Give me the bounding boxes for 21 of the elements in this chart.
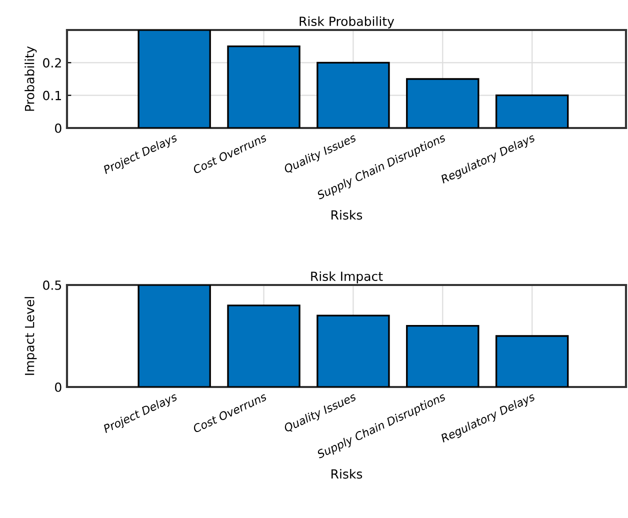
y-axis-title: Impact Level (24, 297, 37, 375)
bar (406, 78, 480, 128)
y-axis-title: Probability (24, 46, 37, 111)
bar (138, 285, 211, 387)
bar (495, 94, 569, 128)
x-axis-title: Risks (332, 210, 362, 220)
y-tick-label: 0 (55, 382, 62, 392)
x-axis-title: Risks (332, 469, 362, 479)
chart-title: Risk Impact (311, 271, 383, 284)
bar (316, 62, 390, 128)
y-tick-label: 0.2 (43, 58, 61, 68)
chart-title: Risk Probability (300, 16, 394, 28)
y-tick-label: 0.1 (43, 90, 61, 100)
y-tick-label: 0.5 (43, 280, 62, 290)
bar (227, 46, 300, 128)
bar (316, 314, 390, 387)
y-tick-label: 0 (55, 123, 62, 133)
bar (138, 30, 211, 128)
bar (406, 324, 480, 387)
bar (227, 304, 300, 387)
bar (495, 335, 569, 387)
